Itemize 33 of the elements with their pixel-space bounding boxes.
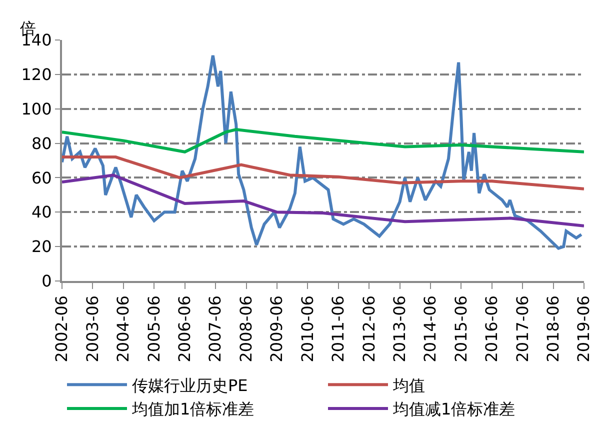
x-tick-label: 2014-06 — [420, 295, 440, 362]
y-tick-label: 40 — [31, 202, 52, 222]
x-tick-label: 2015-06 — [451, 295, 470, 362]
y-tick-label: 20 — [31, 237, 52, 256]
x-tick-label: 2009-06 — [267, 295, 286, 362]
y-tick-label: 0 — [42, 272, 52, 291]
legend-label: 传媒行业历史PE — [132, 376, 248, 395]
x-tick-label: 2005-06 — [144, 295, 164, 362]
x-tick-label: 2018-06 — [544, 295, 563, 362]
x-tick-label: 2004-06 — [114, 295, 133, 362]
x-tick-label: 2017-06 — [512, 295, 532, 362]
x-tick-label: 2002-06 — [52, 295, 72, 362]
x-tick-label: 2003-06 — [82, 295, 102, 362]
y-tick-label: 80 — [31, 134, 52, 153]
x-tick-label: 2010-06 — [298, 295, 317, 362]
line-series — [62, 54, 583, 250]
line-series — [62, 156, 584, 190]
x-tick-label: 2008-06 — [236, 295, 256, 362]
line-series — [62, 128, 584, 154]
x-tick-label: 2011-06 — [328, 295, 348, 362]
x-tick-label: 2012-06 — [359, 295, 378, 362]
legend-label: 均值 — [392, 376, 425, 395]
line-series — [62, 174, 584, 228]
x-tick-label: 2016-06 — [482, 295, 502, 362]
y-tick-label: 60 — [31, 168, 52, 188]
x-tick-label: 2013-06 — [390, 295, 409, 362]
x-tick-label: 2007-06 — [206, 295, 225, 362]
y-tick-label: 120 — [21, 65, 52, 84]
y-tick-label: 100 — [21, 99, 52, 118]
x-tick-label: 2006-06 — [175, 295, 194, 362]
legend-label: 均值减1倍标准差 — [392, 400, 516, 419]
legend-label: 均值加1倍标准差 — [131, 400, 254, 419]
x-tick-label: 2019-06 — [574, 295, 594, 362]
